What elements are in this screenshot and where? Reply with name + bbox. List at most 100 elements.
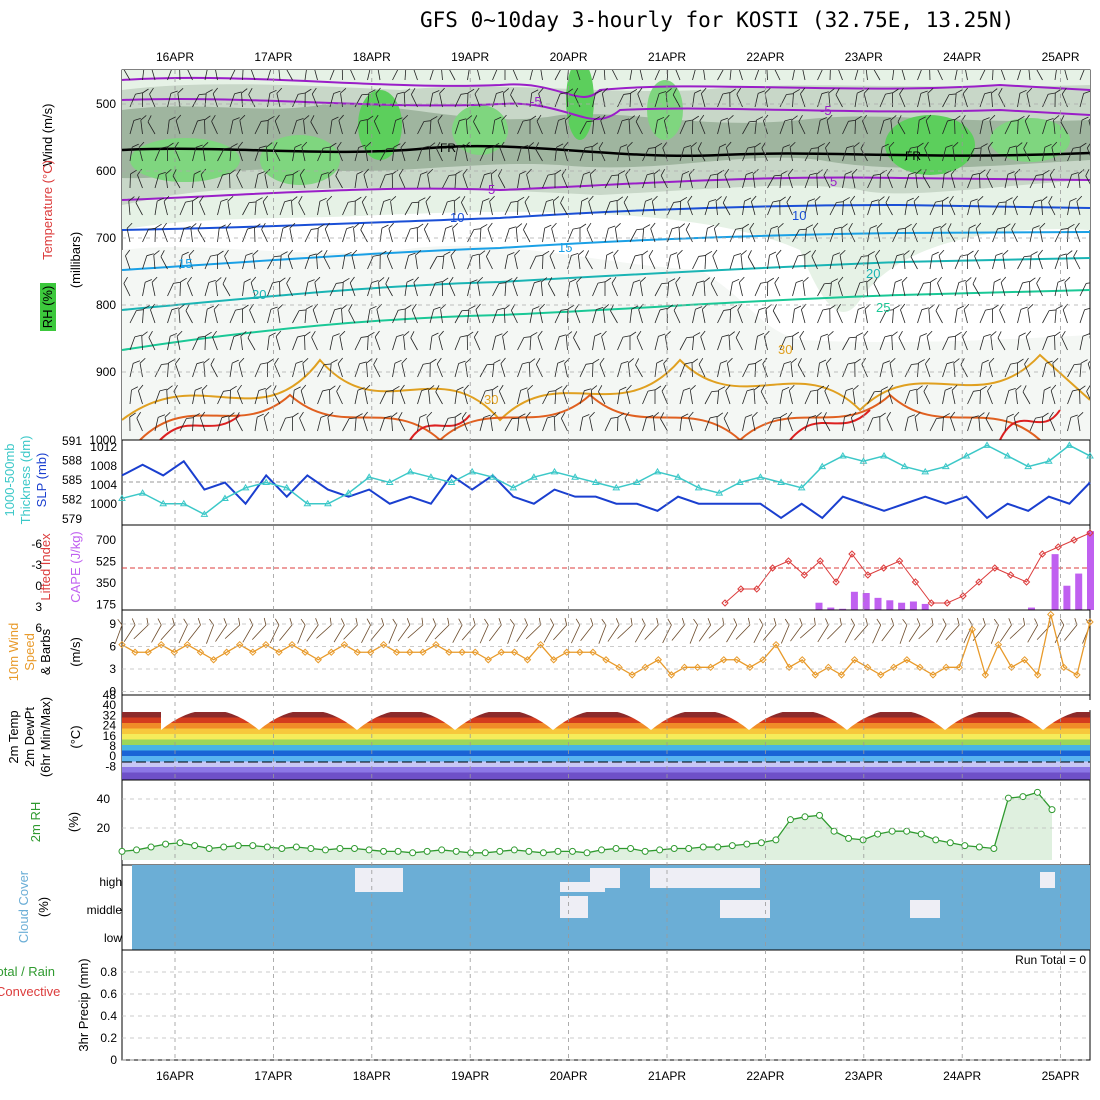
barb-flag: [927, 87, 934, 94]
temp-band: [122, 761, 1090, 767]
barb-flag: [470, 279, 478, 283]
bottom-date-18apr: 18APR: [353, 1069, 391, 1083]
upper-wind-barb: [342, 200, 356, 216]
upper-wind-barb: [967, 224, 976, 243]
barb-flag: [774, 174, 782, 177]
upper-wind-barb: [886, 411, 893, 432]
bottom-date-24apr: 24APR: [943, 1069, 981, 1083]
upper-wind-barb: [1052, 357, 1059, 378]
upper-wind-barb: [904, 363, 919, 378]
slp-point: [674, 473, 682, 480]
barb-flag: [338, 114, 344, 121]
barb-flag: [782, 386, 790, 391]
upper-wind-barb: [517, 196, 525, 216]
upper-wind-barb: [138, 141, 145, 162]
barb-shaft: [736, 94, 743, 108]
barb-flag: [813, 222, 819, 229]
barb-flag: [402, 114, 409, 121]
li-point: [832, 578, 840, 586]
barb-shaft: [479, 228, 482, 243]
barb-flag: [199, 195, 204, 203]
upper-wind-barb: [742, 146, 755, 162]
wind-speed-line: [121, 614, 1091, 677]
slp-point: [1003, 451, 1012, 459]
barb-flag: [167, 142, 174, 148]
upper-wind-barb: [417, 120, 432, 135]
barb-shaft: [672, 94, 681, 108]
barb-shaft: [887, 174, 893, 189]
upper-wind-barb: [236, 168, 243, 189]
barb-shaft: [735, 624, 751, 640]
barb-shaft: [899, 93, 906, 108]
barb-shaft: [804, 417, 810, 432]
upper-wind-barb: [601, 330, 607, 351]
barb-shaft: [917, 363, 919, 378]
wind10-barb: [297, 618, 306, 644]
barb-shaft: [942, 337, 949, 351]
barb-flag: [735, 227, 743, 230]
upper-wind-barb: [229, 91, 242, 108]
barb-shaft: [978, 417, 981, 432]
barb-flag: [653, 169, 660, 175]
upper-wind-barb: [154, 197, 164, 216]
barb-shaft: [639, 282, 643, 297]
barb-flag: [769, 251, 777, 256]
upper-wind-barb: [954, 305, 964, 324]
barb-flag: [930, 277, 937, 283]
barb-flag: [1093, 278, 1099, 282]
barb-shaft: [872, 624, 882, 644]
barb-flag: [1052, 357, 1059, 364]
upper-wind-barb: [1011, 222, 1018, 243]
upper-wind-barb: [504, 200, 519, 216]
barb-shaft: [1014, 174, 1018, 189]
barb-shaft: [1015, 390, 1018, 405]
upper-wind-barb: [900, 70, 906, 81]
barb-shaft: [679, 147, 685, 162]
upper-wind-barb: [375, 87, 381, 108]
thickness-tick-588: 588: [62, 454, 82, 468]
barb-flag: [333, 90, 341, 94]
barb-flag: [1056, 305, 1063, 310]
barb-shaft: [679, 390, 684, 405]
barb-flag: [132, 143, 139, 148]
barb-flag: [435, 385, 440, 392]
upper-wind-barb: [554, 169, 562, 188]
barb-flag: [195, 144, 203, 148]
barb-shaft: [598, 148, 606, 162]
barb-shaft: [952, 147, 956, 162]
barb-flag: [846, 145, 854, 149]
barb-shaft: [822, 418, 831, 432]
barb-flag: [442, 277, 449, 283]
barb-shaft: [792, 282, 797, 297]
barb-flag: [522, 119, 531, 122]
barb-flag: [524, 618, 528, 626]
barb-flag: [851, 168, 858, 175]
barb-flag: [576, 276, 582, 283]
barb-shaft: [698, 364, 706, 378]
barb-shaft: [629, 70, 633, 81]
barb-shaft: [229, 120, 234, 135]
temp-band: [122, 739, 1090, 745]
barb-flag: [723, 309, 731, 311]
upper-wind-barb: [528, 358, 536, 378]
barb-shaft: [126, 228, 131, 243]
barb-shaft: [644, 624, 659, 640]
barb-shaft: [378, 282, 381, 297]
upper-wind-barb: [790, 358, 797, 378]
barb-flag: [1022, 385, 1027, 393]
barb-shaft: [977, 201, 981, 216]
upper-wind-barb: [229, 359, 239, 378]
wind-speed-point: [236, 640, 244, 649]
barb-flag: [857, 89, 864, 94]
upper-wind-barb: [379, 224, 389, 243]
barb-shaft: [297, 624, 306, 644]
barb-shaft: [392, 93, 398, 108]
barb-flag: [260, 362, 268, 365]
upper-wind-barb: [579, 223, 587, 242]
barb-flag: [393, 143, 401, 148]
barb-shaft: [679, 337, 687, 351]
barb-shaft: [551, 228, 556, 243]
barb-flag: [922, 169, 927, 177]
barb-shaft: [417, 390, 422, 405]
barb-flag: [701, 87, 707, 94]
